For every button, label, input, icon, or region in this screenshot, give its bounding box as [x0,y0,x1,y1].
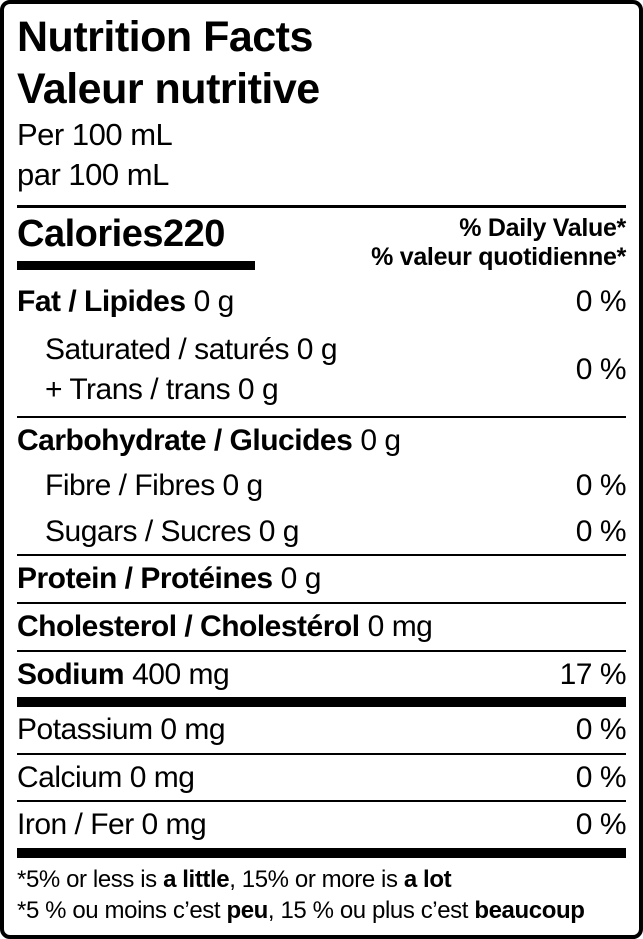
fat-amount: 0 g [193,284,235,318]
rule-after-cholesterol [17,649,626,652]
nutrient-row-potassium: Potassium 0 mg 0 % [17,707,627,753]
nutrient-row-calcium: Calcium 0 mg 0 % [17,755,627,801]
sodium-amount: 400 mg [132,657,230,691]
thick-bar-after-sodium [17,697,626,708]
cholesterol-amount: 0 mg [367,609,433,643]
iron-name: Iron / Fer 0 mg [17,808,207,842]
nutrient-row-cholesterol: Cholesterol / Cholestérol 0 mg [17,604,626,650]
calories-section: Calories220 % Daily Value* % valeur quot… [17,208,626,279]
nutrient-row-saturated-trans: Saturated / saturés 0 g + Trans / trans … [17,324,627,415]
iron-daily-value: 0 % [575,808,627,842]
rule-after-calcium [17,800,626,803]
rule-after-carbohydrate [17,554,626,557]
saturated-trans-daily-value: 0 % [575,353,627,387]
protein-name: Protein / Protéines 0 g [17,562,321,596]
calories-underline-bar [17,260,255,270]
nutrient-row-sugars: Sugars / Sucres 0 g 0 % [17,509,627,555]
calcium-name: Calcium 0 mg [17,760,195,794]
nutrient-row-fibre: Fibre / Fibres 0 g 0 % [17,463,627,509]
carbohydrate-name: Carbohydrate / Glucides 0 g [17,423,401,457]
nutrient-row-fat: Fat / Lipides 0 g 0 % [17,279,627,325]
protein-amount: 0 g [280,562,322,596]
footnote-french: *5 % ou moins c’est peu, 15 % ou plus c’… [17,897,585,925]
saturated-line: Saturated / saturés 0 g [45,333,338,367]
sugars-daily-value: 0 % [575,514,627,548]
footnotes: *5% or less is a little, 15% or more is … [17,864,626,926]
footnote-english: *5% or less is a little, 15% or more is … [17,865,452,893]
nutrient-row-protein: Protein / Protéines 0 g [17,556,626,602]
potassium-name: Potassium 0 mg [17,713,226,747]
potassium-daily-value: 0 % [575,713,627,747]
title-french: Valeur nutritive [17,64,320,113]
calories-label: Calories [17,212,163,255]
fibre-daily-value: 0 % [575,469,627,503]
serving-size-french: par 100 mL [17,157,169,193]
sodium-daily-value: 17 % [559,657,627,691]
rule-after-potassium [17,752,626,755]
nutrient-row-iron: Iron / Fer 0 mg 0 % [17,802,627,848]
rule-after-fat [17,415,626,418]
fat-daily-value: 0 % [575,284,627,318]
sodium-name: Sodium 400 mg [17,657,230,691]
fat-name: Fat / Lipides 0 g [17,284,235,318]
nutrient-row-sodium: Sodium 400 mg 17 % [17,652,627,698]
cholesterol-name: Cholesterol / Cholestérol 0 mg [17,609,433,643]
trans-line: + Trans / trans 0 g [45,372,279,406]
calories-value: 220 [162,212,225,255]
rule-above-calories [17,204,626,208]
carbohydrate-amount: 0 g [360,423,401,457]
rule-after-protein [17,601,626,604]
calcium-daily-value: 0 % [575,760,627,794]
saturated-trans-names: Saturated / saturés 0 g + Trans / trans … [17,330,338,409]
daily-value-header-english: % Daily Value* [459,213,626,242]
serving-size-english: Per 100 mL [17,117,173,153]
calories-line: Calories220 [17,212,255,256]
nutrient-row-carbohydrate: Carbohydrate / Glucides 0 g [17,418,626,464]
daily-value-header-french: % valeur quotidienne* [371,243,626,272]
sugars-name: Sugars / Sucres 0 g [45,514,299,548]
thick-bar-after-iron [17,847,626,858]
daily-value-header: % Daily Value* % valeur quotidienne* [371,214,626,273]
title-english: Nutrition Facts [17,13,313,61]
calories-value-block: Calories220 [17,212,255,270]
fibre-name: Fibre / Fibres 0 g [45,469,263,503]
